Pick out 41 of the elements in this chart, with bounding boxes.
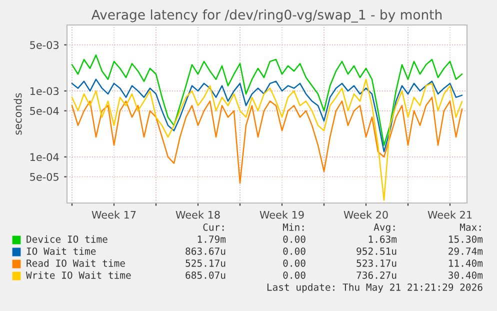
text: 15.30m <box>449 235 483 243</box>
y-tick-label: 5e-04 <box>30 107 59 115</box>
text: 0.00 <box>283 271 306 279</box>
chart-title: Average latency for /dev/ring0-vg/swap_1 - by month <box>91 9 442 23</box>
text: 29.74m <box>448 247 483 255</box>
text: 30.40m <box>448 271 483 279</box>
text: Last update: Thu May 21 21:21:29 2026 <box>267 283 482 293</box>
x-tick-label: Week 18 <box>176 210 220 219</box>
text: 0.00 <box>283 247 306 255</box>
text: 0.00 <box>283 235 306 243</box>
text: 736.27u <box>356 271 396 279</box>
text: 952.51u <box>356 247 396 255</box>
line-series <box>71 78 463 201</box>
text: 525.17u <box>186 259 226 267</box>
y-tick-label: 5e-05 <box>30 172 58 181</box>
x-tick-label: Week 20 <box>344 210 388 219</box>
line-series <box>71 96 463 184</box>
text: Max: <box>460 224 481 231</box>
text: Cur: <box>203 223 224 231</box>
y-axis-title: seconds <box>14 93 22 135</box>
y-tick-label: 1e-03 <box>30 87 59 96</box>
text: 11.40m <box>449 259 483 267</box>
x-tick-label: Week 17 <box>92 210 136 219</box>
legend-label: Device IO time <box>26 235 108 243</box>
line-series <box>71 54 463 146</box>
text: Min: <box>282 223 304 231</box>
legend-label: Write IO Wait time <box>26 271 131 279</box>
text: 863.67u <box>186 247 226 255</box>
text: 1.63m <box>368 235 397 243</box>
text: 1.79m <box>198 235 226 243</box>
legend-label: IO Wait time <box>26 247 96 255</box>
x-tick-label: Week 19 <box>260 210 304 219</box>
y-tick-label: 1e-04 <box>30 153 59 162</box>
legend-label: Read IO Wait time <box>26 259 125 267</box>
text: Avg: <box>374 224 395 233</box>
text: 523.17u <box>356 259 396 267</box>
x-tick-label: Week 21 <box>428 210 472 219</box>
line-series <box>71 78 463 152</box>
y-tick-label: 5e-03 <box>30 41 59 49</box>
text: 0.00 <box>283 259 306 267</box>
text: 685.07u <box>186 271 226 279</box>
